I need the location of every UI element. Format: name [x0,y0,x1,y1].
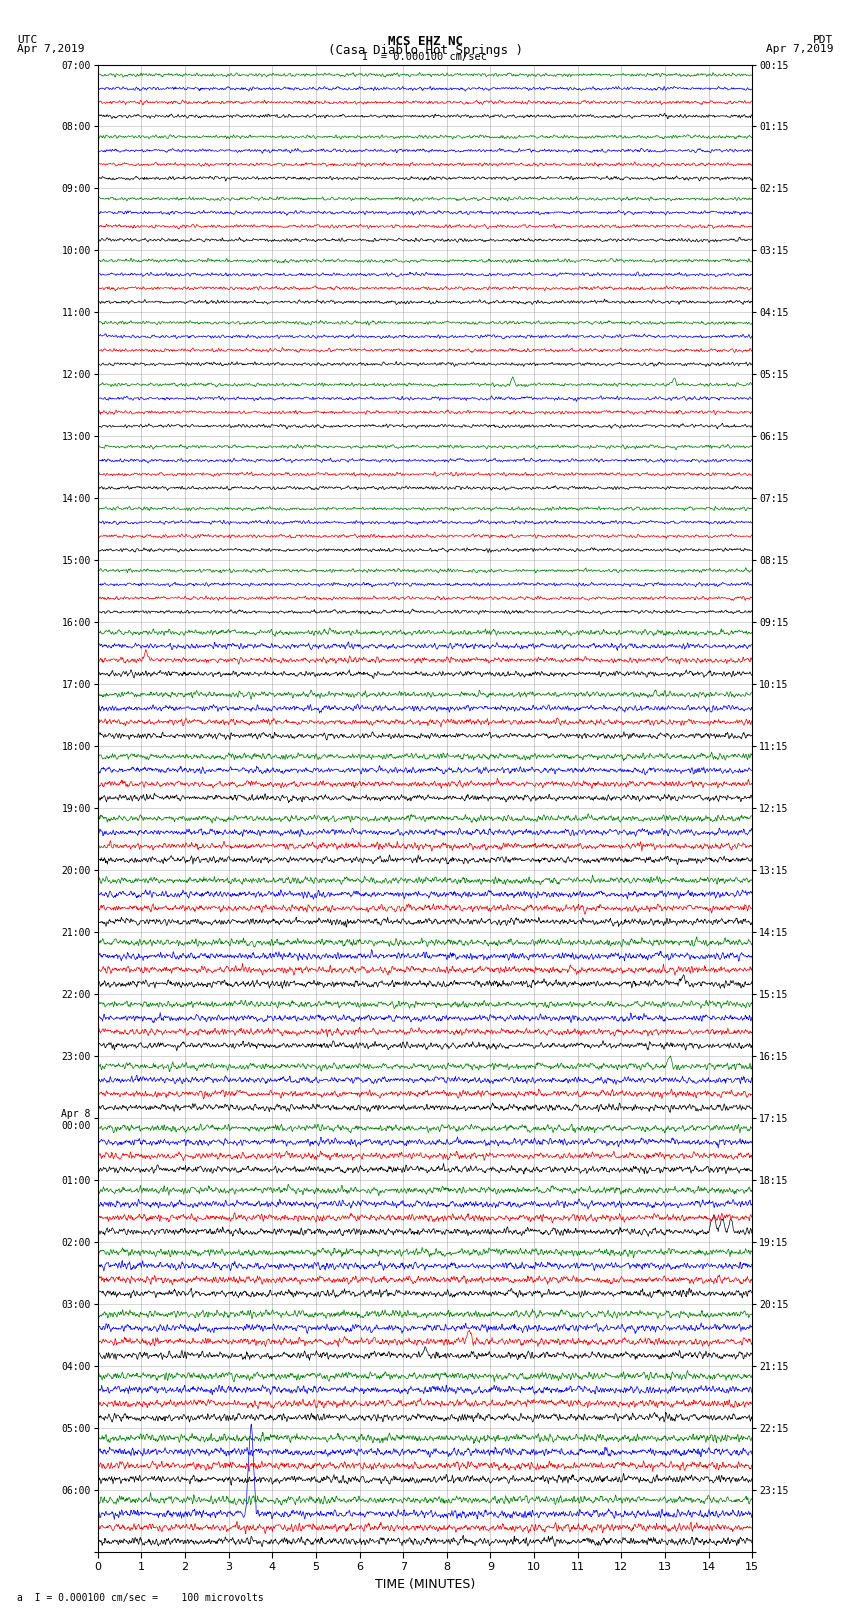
Text: PDT: PDT [813,35,833,45]
Text: I  = 0.000100 cm/sec: I = 0.000100 cm/sec [362,52,488,63]
Text: MCS EHZ NC: MCS EHZ NC [388,35,462,48]
Text: a  I = 0.000100 cm/sec =    100 microvolts: a I = 0.000100 cm/sec = 100 microvolts [17,1594,264,1603]
X-axis label: TIME (MINUTES): TIME (MINUTES) [375,1578,475,1590]
Text: Apr 7,2019: Apr 7,2019 [17,44,84,53]
Text: (Casa Diablo Hot Springs ): (Casa Diablo Hot Springs ) [327,44,523,56]
Text: Apr 7,2019: Apr 7,2019 [766,44,833,53]
Text: UTC: UTC [17,35,37,45]
